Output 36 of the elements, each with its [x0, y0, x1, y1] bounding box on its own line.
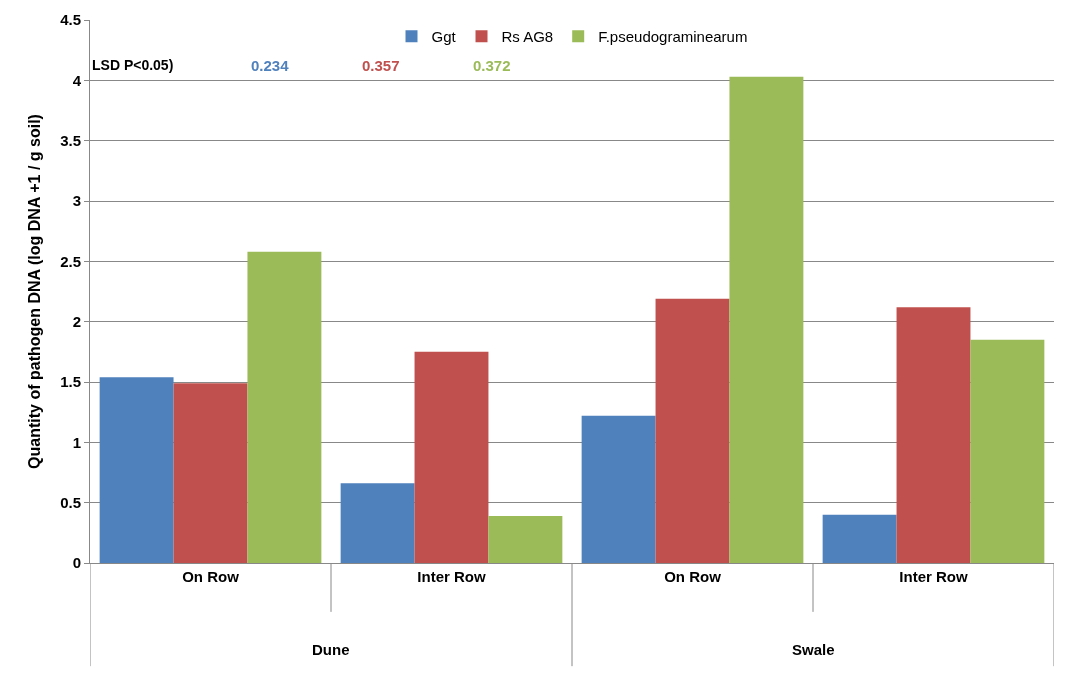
x-tick-label: On Row: [182, 568, 240, 585]
bar: [99, 377, 174, 563]
y-tick-label: 0: [72, 554, 81, 572]
bar: [822, 514, 897, 563]
bar: [655, 298, 730, 563]
y-tick-label: 1.5: [60, 373, 81, 391]
bar: [340, 483, 415, 563]
bar: [414, 351, 489, 563]
y-tick-label: 4.5: [60, 11, 81, 29]
bar: [488, 515, 563, 563]
bar: [581, 415, 656, 563]
text: Dune: [312, 641, 350, 658]
y-tick-label: 2: [72, 312, 81, 330]
bar: [970, 339, 1045, 563]
legend-label: Rs AG8: [501, 28, 554, 46]
bar: [729, 76, 804, 563]
annotation: 0.234: [251, 57, 290, 74]
text: Swale: [792, 641, 835, 658]
x-tick-label: On Row: [664, 568, 722, 585]
y-axis-title: Quantity of pathogen DNA (log DNA +1 / g soil): [26, 114, 44, 469]
y-tick-label: 0.5: [60, 493, 81, 511]
y-tick-label: 2.5: [60, 252, 81, 270]
y-tick-label: 1: [72, 433, 81, 451]
legend-label: Ggt: [431, 28, 457, 46]
bar: [173, 383, 248, 563]
x-tick-label: Inter Row: [899, 568, 968, 585]
annotation: LSD P<0.05): [92, 57, 174, 73]
y-tick-label: 4: [72, 71, 82, 89]
y-tick-label: 3: [72, 192, 81, 210]
bar: [896, 307, 971, 563]
x-tick-label: Inter Row: [417, 568, 486, 585]
annotation: 0.357: [362, 57, 400, 74]
annotation: 0.372: [473, 57, 511, 74]
y-tick-label: 3.5: [60, 131, 81, 149]
legend-label: F.pseudograminearum: [598, 28, 748, 46]
bar: [247, 251, 322, 563]
